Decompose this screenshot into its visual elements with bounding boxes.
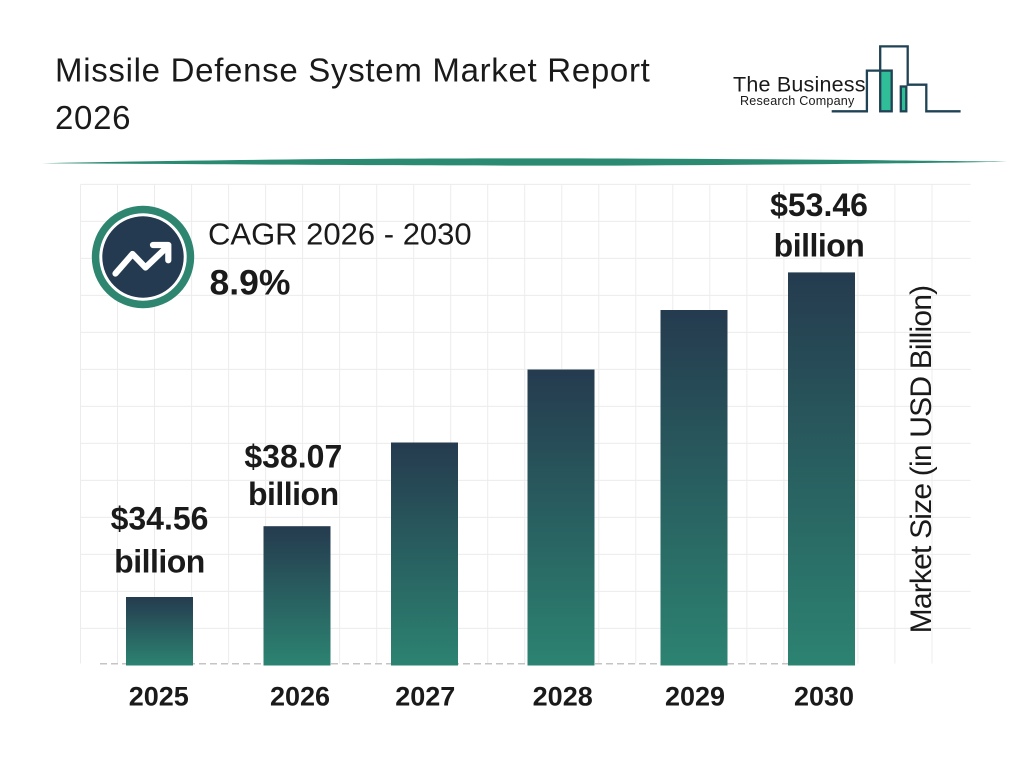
svg-text:8.9%: 8.9% xyxy=(210,262,291,302)
svg-text:$34.56: $34.56 xyxy=(111,500,209,536)
svg-text:CAGR 2026 - 2030: CAGR 2026 - 2030 xyxy=(208,217,472,252)
svg-text:Research Company: Research Company xyxy=(740,94,855,108)
svg-text:The Business: The Business xyxy=(733,73,866,97)
svg-text:$53.46: $53.46 xyxy=(770,187,868,223)
svg-text:Market Size (in USD Billion): Market Size (in USD Billion) xyxy=(905,286,938,634)
svg-text:2028: 2028 xyxy=(533,682,593,712)
svg-text:billion: billion xyxy=(248,476,339,512)
svg-text:Missile Defense System Market: Missile Defense System Market Report xyxy=(55,52,651,89)
svg-text:billion: billion xyxy=(114,543,205,579)
svg-text:2026: 2026 xyxy=(270,682,330,712)
svg-text:2030: 2030 xyxy=(794,682,854,712)
svg-text:2027: 2027 xyxy=(395,682,455,712)
svg-text:2026: 2026 xyxy=(55,99,131,136)
svg-text:$38.07: $38.07 xyxy=(244,439,342,475)
svg-text:2025: 2025 xyxy=(129,682,189,712)
svg-text:billion: billion xyxy=(774,228,865,264)
svg-text:2029: 2029 xyxy=(665,682,725,712)
